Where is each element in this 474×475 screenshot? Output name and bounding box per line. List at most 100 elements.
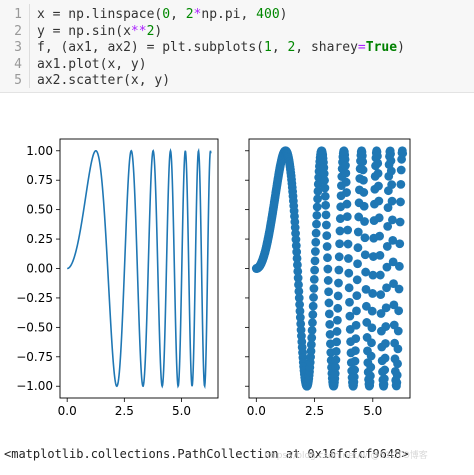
code-token: ax1.plot(x, y) (37, 56, 147, 72)
scatter-point (350, 356, 360, 366)
code-token: 0 (162, 7, 171, 22)
scatter-point (343, 239, 353, 249)
scatter-point (292, 247, 302, 257)
code-token: , (271, 40, 288, 55)
scatter-point (310, 247, 320, 256)
scatter-point (321, 220, 331, 230)
y-tick-label: −1.00 (16, 379, 53, 393)
code-token: 1 (263, 40, 272, 55)
scatter-point (319, 169, 329, 178)
scatter-point (311, 237, 321, 247)
line-number-gutter (29, 4, 30, 88)
y-tick-label: 0.00 (26, 262, 53, 276)
scatter-point (366, 351, 376, 361)
line-number: 2 (14, 23, 22, 39)
line-number: 3 (14, 40, 22, 55)
scatter-point (381, 322, 391, 331)
code-token: ** (130, 23, 147, 39)
scatter-point (343, 225, 353, 235)
scatter-point (292, 253, 302, 263)
scatter-point (293, 273, 303, 283)
watermark: https://blog.csdn.net/w @51CTO博客 (264, 451, 428, 461)
scatter-point (394, 261, 404, 271)
scatter-point (361, 301, 371, 311)
output-text: <matplotlib.collections.PathCollection a… (4, 447, 409, 461)
scatter-point (352, 275, 362, 285)
y-tick-label: 0.25 (26, 232, 53, 246)
y-tick-label: −0.75 (16, 350, 53, 364)
scatter-point (309, 284, 319, 293)
scatter-point (342, 199, 352, 209)
scatter-point (389, 300, 399, 310)
scatter-point (359, 175, 368, 185)
scatter-point (311, 228, 321, 238)
scatter-point (324, 287, 333, 297)
scatter-point (307, 333, 317, 343)
scatter-point (351, 320, 361, 330)
scatter-point (321, 200, 331, 210)
scatter-point (342, 188, 351, 197)
code-text[interactable]: x = np.linspace(0, 2*np.pi, 400) (37, 5, 287, 24)
scatter-point (388, 257, 398, 267)
axes-2: 0.0 2.5 5.0 (245, 138, 411, 418)
line-number: 1 (14, 7, 22, 22)
scatter-point (323, 264, 333, 274)
code-token: = (357, 40, 366, 55)
code-text[interactable]: f, (ax1, ax2) = plt.subplots(1, 2, share… (37, 38, 405, 57)
scatter-point (308, 318, 317, 328)
x-tick-label: 2.5 (305, 404, 324, 418)
code-token: ) (397, 40, 405, 55)
code-token: True (365, 40, 398, 55)
scatter-point (309, 274, 319, 284)
code-token: ) (154, 23, 163, 39)
scatter-point (366, 362, 376, 372)
scatter-point (392, 378, 402, 388)
scatter-point (368, 289, 378, 298)
scatter-point (358, 157, 368, 167)
code-token: 2 (287, 40, 296, 55)
scatter-point (342, 212, 352, 222)
scatter-point (353, 243, 363, 253)
code-text[interactable]: ax1.plot(x, y) (37, 55, 147, 74)
scatter-point (334, 252, 344, 262)
scatter-point (335, 239, 344, 249)
scatter-point (392, 370, 402, 380)
scatter-points (251, 146, 408, 391)
scatter-point (306, 340, 316, 350)
x-tick-label: 5.0 (363, 404, 382, 418)
scatter-point (331, 355, 341, 365)
scatter-point (394, 306, 404, 316)
scatter-point (375, 270, 385, 280)
code-text[interactable]: y = np.sin(x**2) (37, 22, 162, 41)
code-token: , sharey (295, 40, 358, 55)
scatter-point (309, 293, 318, 302)
scatter-point (345, 311, 355, 321)
scatter-point (368, 270, 378, 280)
code-token: * (193, 7, 202, 22)
scatter-point (387, 196, 397, 206)
scatter-point (351, 334, 361, 343)
code-cell-input[interactable]: 1 x = np.linspace(0, 2*np.pi, 400) 2 y = np… (0, 0, 474, 93)
x-tick-label: 0.0 (58, 404, 77, 418)
scatter-point (374, 196, 384, 206)
scatter-point (322, 242, 332, 251)
scatter-point (394, 284, 404, 294)
scatter-point (380, 353, 390, 363)
scatter-point (341, 168, 351, 178)
scatter-point (396, 179, 406, 189)
scatter-point (344, 283, 354, 293)
code-text[interactable]: ax2.scatter(x, y) (37, 71, 170, 90)
scatter-point (358, 165, 368, 175)
scatter-point (360, 233, 370, 243)
x-tick-label: 2.5 (115, 404, 134, 418)
scatter-point (295, 313, 305, 322)
scatter-point (386, 149, 395, 159)
scatter-point (388, 215, 397, 225)
scatter-point (334, 265, 344, 275)
scatter-point (334, 278, 343, 288)
scatter-point (352, 306, 361, 316)
scatter-point (367, 338, 376, 348)
scatter-point (393, 344, 403, 354)
scatter-point (387, 180, 397, 190)
axes-1: 0.0 2.5 5.0 1.00 0.75 0.50 0.25 0.00 −0.25 −0.50 −… (16, 138, 219, 418)
